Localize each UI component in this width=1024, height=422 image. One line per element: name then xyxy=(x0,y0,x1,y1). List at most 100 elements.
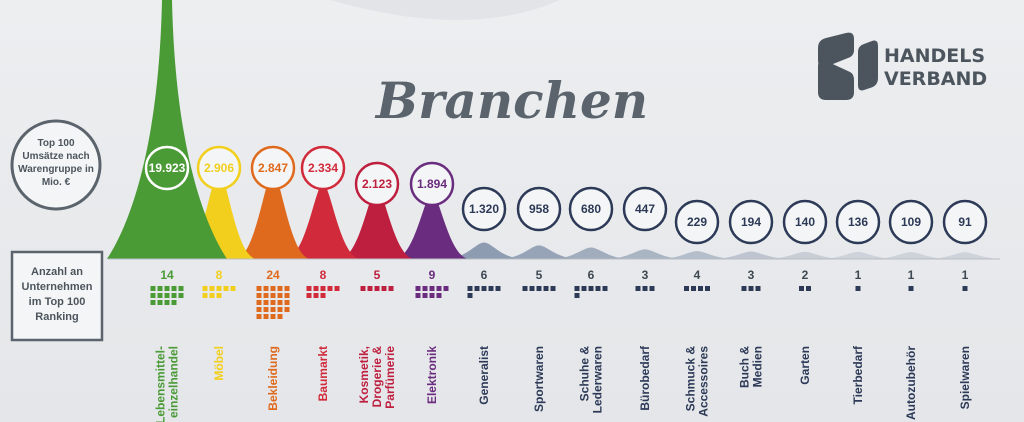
logo: HANDELS VERBAND xyxy=(818,32,987,100)
company-square xyxy=(320,286,326,291)
revenue-bubble xyxy=(942,199,988,245)
company-square xyxy=(150,286,156,291)
category-label-line: Tierbedarf xyxy=(851,345,865,404)
company-square xyxy=(256,314,262,319)
count-legend: Anzahl an Unternehmen im Top 100 Ranking xyxy=(10,250,104,342)
company-count-label: 8 xyxy=(216,268,223,282)
company-square xyxy=(806,286,811,291)
category-label-line: Bekleidung xyxy=(266,346,280,411)
company-square xyxy=(270,286,276,291)
company-square xyxy=(284,307,290,312)
revenue-value-label: 1.320 xyxy=(469,202,499,216)
company-square xyxy=(574,293,580,298)
revenue-legend-line1: Top 100 xyxy=(37,138,74,149)
company-count-label: 1 xyxy=(855,268,862,282)
logo-line1: HANDELS xyxy=(884,45,985,67)
company-square xyxy=(581,286,587,291)
company-count-label: 9 xyxy=(429,268,436,282)
company-square xyxy=(488,286,494,291)
revenue-value-label: 680 xyxy=(581,202,601,216)
company-square xyxy=(164,300,170,305)
revenue-bubble xyxy=(674,199,720,245)
revenue-peak xyxy=(657,251,737,259)
category-label: Bürobedarf xyxy=(638,345,652,411)
category-label-line: Buch & xyxy=(738,346,752,388)
company-square xyxy=(256,300,262,305)
revenue-legend-circle xyxy=(10,119,102,211)
company-square xyxy=(422,293,428,298)
company-square xyxy=(799,286,804,291)
company-square xyxy=(277,300,283,305)
company-square xyxy=(209,286,215,291)
company-square xyxy=(263,300,269,305)
revenue-peak xyxy=(818,251,898,259)
revenue-peak xyxy=(605,249,685,259)
revenue-value-label: 109 xyxy=(901,215,921,229)
category-label-line: Bürobedarf xyxy=(638,345,652,411)
company-square xyxy=(277,293,283,298)
company-square xyxy=(741,286,747,291)
company-count-label: 4 xyxy=(694,268,701,282)
category-label-line: Baumarkt xyxy=(316,346,330,401)
revenue-value-label: 194 xyxy=(741,215,761,229)
company-square xyxy=(595,286,601,291)
revenue-legend-line3: Warengruppe in xyxy=(18,164,94,175)
category-label: Sportwaren xyxy=(532,346,546,412)
revenue-bubble xyxy=(250,145,296,191)
category-label-line: Spielwaren xyxy=(958,346,972,409)
company-square xyxy=(263,307,269,312)
revenue-value-label: 1.894 xyxy=(417,177,447,191)
category-label: Elektronik xyxy=(425,346,439,404)
company-square xyxy=(320,293,326,298)
revenue-peak xyxy=(285,183,361,259)
company-square xyxy=(263,286,269,291)
count-legend-line1: Anzahl an xyxy=(31,266,83,278)
company-square xyxy=(698,286,703,291)
category-label-line: Lederwaren xyxy=(591,346,605,413)
company-square xyxy=(270,307,276,312)
company-square xyxy=(150,293,156,298)
company-square xyxy=(284,293,290,298)
revenue-peak xyxy=(444,242,524,259)
company-square xyxy=(642,286,648,291)
revenue-bubble xyxy=(782,199,828,245)
revenue-legend-line2: Umsätze nach xyxy=(22,151,89,162)
category-label: Spielwaren xyxy=(958,346,972,409)
revenue-value-label: 91 xyxy=(958,215,972,229)
company-square xyxy=(202,286,208,291)
revenue-value-label: 2.334 xyxy=(308,161,338,175)
company-square xyxy=(467,286,473,291)
company-square xyxy=(157,293,163,298)
company-square xyxy=(602,286,608,291)
company-square xyxy=(171,300,177,305)
revenue-value-label: 2.123 xyxy=(362,177,392,191)
revenue-peak xyxy=(711,251,791,259)
company-square xyxy=(536,286,542,291)
company-count-label: 6 xyxy=(481,268,488,282)
company-square xyxy=(230,286,236,291)
revenue-value-label: 2.906 xyxy=(204,161,234,175)
revenue-legend: Top 100 Umsätze nach Warengruppe in Mio.… xyxy=(10,119,102,211)
category-label-line: Schmuck & xyxy=(684,346,698,412)
category-label-line: Drogerie & xyxy=(370,346,384,408)
company-square xyxy=(202,293,208,298)
revenue-bubble xyxy=(516,186,562,232)
category-label: Bekleidung xyxy=(266,346,280,411)
revenue-peak xyxy=(765,251,845,259)
company-square xyxy=(705,286,710,291)
company-square xyxy=(284,300,290,305)
company-square xyxy=(388,286,394,291)
company-square xyxy=(164,293,170,298)
revenue-value-label: 958 xyxy=(529,202,549,216)
company-square xyxy=(429,286,435,291)
revenue-bubble xyxy=(461,186,507,232)
category-label-line: Elektronik xyxy=(425,346,439,404)
company-square xyxy=(284,286,290,291)
revenue-bubble xyxy=(144,145,190,191)
company-square xyxy=(367,286,373,291)
revenue-bubble xyxy=(354,161,400,207)
company-square xyxy=(691,286,696,291)
company-square xyxy=(467,293,473,298)
company-square xyxy=(474,286,480,291)
company-square xyxy=(270,300,276,305)
